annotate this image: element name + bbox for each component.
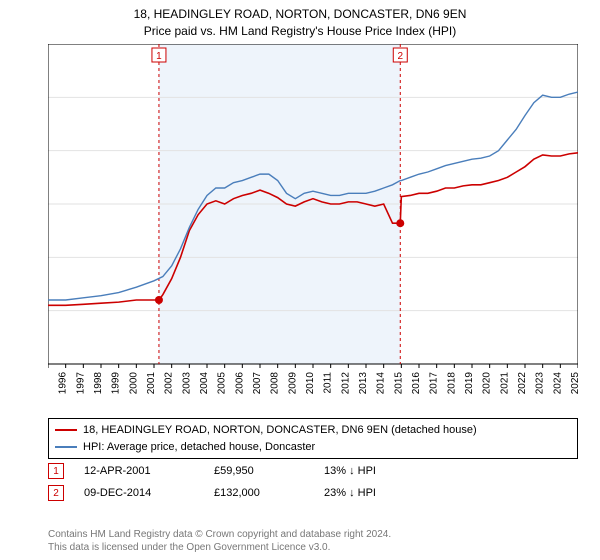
sale-marker-1: 1 <box>48 463 64 479</box>
svg-text:2021: 2021 <box>499 372 510 395</box>
sale-price-2: £132,000 <box>214 487 304 499</box>
svg-text:1995: 1995 <box>48 372 51 395</box>
svg-text:2002: 2002 <box>164 372 175 395</box>
svg-text:2012: 2012 <box>340 372 351 395</box>
svg-text:2001: 2001 <box>146 372 157 395</box>
legend-label-1: 18, HEADINGLEY ROAD, NORTON, DONCASTER, … <box>83 422 477 439</box>
legend-swatch-1 <box>55 429 77 431</box>
legend-swatch-2 <box>55 446 77 448</box>
chart-title-line1: 18, HEADINGLEY ROAD, NORTON, DONCASTER, … <box>0 6 600 23</box>
sale-marker-2: 2 <box>48 485 64 501</box>
sale-date-2: 09-DEC-2014 <box>84 487 194 499</box>
svg-text:2011: 2011 <box>323 372 334 394</box>
svg-text:2018: 2018 <box>446 372 457 395</box>
svg-text:2025: 2025 <box>570 372 578 395</box>
svg-text:2010: 2010 <box>305 372 316 395</box>
sale-delta-1: 13% ↓ HPI <box>324 465 376 477</box>
svg-text:2000: 2000 <box>128 372 139 395</box>
svg-text:2006: 2006 <box>234 372 245 395</box>
sale-row: 2 09-DEC-2014 £132,000 23% ↓ HPI <box>48 482 578 504</box>
svg-text:2023: 2023 <box>535 372 546 395</box>
svg-text:1998: 1998 <box>93 372 104 395</box>
svg-text:2020: 2020 <box>482 372 493 395</box>
svg-text:1996: 1996 <box>58 372 69 395</box>
svg-text:2014: 2014 <box>376 372 387 395</box>
svg-text:1997: 1997 <box>75 372 86 395</box>
svg-text:2008: 2008 <box>270 372 281 395</box>
footer: Contains HM Land Registry data © Crown c… <box>48 528 578 554</box>
svg-text:2007: 2007 <box>252 372 263 395</box>
svg-text:2009: 2009 <box>287 372 298 395</box>
svg-text:2003: 2003 <box>181 372 192 395</box>
svg-text:1999: 1999 <box>111 372 122 395</box>
sale-price-1: £59,950 <box>214 465 304 477</box>
svg-text:2015: 2015 <box>393 372 404 395</box>
svg-text:2004: 2004 <box>199 372 210 395</box>
svg-text:2022: 2022 <box>517 372 528 395</box>
sale-row: 1 12-APR-2001 £59,950 13% ↓ HPI <box>48 460 578 482</box>
chart-title-line2: Price paid vs. HM Land Registry's House … <box>0 23 600 40</box>
svg-text:2019: 2019 <box>464 372 475 395</box>
svg-text:1: 1 <box>156 51 162 62</box>
legend: 18, HEADINGLEY ROAD, NORTON, DONCASTER, … <box>48 418 578 459</box>
svg-text:2016: 2016 <box>411 372 422 395</box>
svg-text:2013: 2013 <box>358 372 369 395</box>
sale-date-1: 12-APR-2001 <box>84 465 194 477</box>
svg-text:2017: 2017 <box>429 372 440 395</box>
chart: £0£50K£100K£150K£200K£250K£300K199519961… <box>48 44 578 404</box>
svg-text:2024: 2024 <box>552 372 563 395</box>
footer-line-1: Contains HM Land Registry data © Crown c… <box>48 528 578 541</box>
legend-label-2: HPI: Average price, detached house, Donc… <box>83 439 315 456</box>
footer-line-2: This data is licensed under the Open Gov… <box>48 541 578 554</box>
sales-table: 1 12-APR-2001 £59,950 13% ↓ HPI 2 09-DEC… <box>48 460 578 504</box>
svg-text:2: 2 <box>397 51 403 62</box>
sale-delta-2: 23% ↓ HPI <box>324 487 376 499</box>
svg-text:2005: 2005 <box>217 372 228 395</box>
